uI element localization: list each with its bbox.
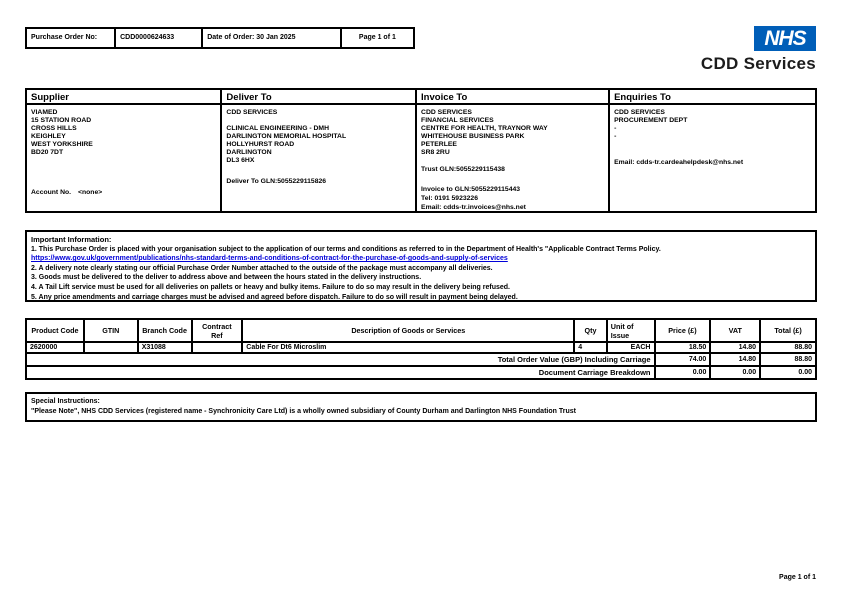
deliver-to-title: Deliver To [222, 90, 416, 105]
item-qty: 4 [573, 341, 608, 354]
carriage-price: 0.00 [653, 365, 712, 380]
col-branch-code: Branch Code [136, 318, 193, 343]
item-vat: 14.80 [709, 341, 762, 354]
nhs-logo: NHS [754, 26, 816, 51]
special-instructions-title: Special Instructions: [31, 398, 100, 405]
invoice-gln: Invoice to GLN:5055229115443 [421, 186, 521, 193]
terms-line-3: 3. Goods must be delivered to the delive… [31, 274, 422, 282]
carriage-total: 0.00 [759, 365, 817, 380]
enquiries-to-panel: Enquiries To CDD SERVICES PROCUREMENT DE… [610, 90, 815, 211]
account-number-label: Account No. [31, 189, 72, 196]
order-total-price: 74.00 [653, 352, 712, 367]
supplier-line: KEIGHLEY [31, 133, 66, 140]
deliver-to-line: HOLLYHURST ROAD [226, 141, 295, 148]
supplier-address: VIAMED 15 STATION ROAD CROSS HILLS KEIGH… [27, 105, 220, 211]
deliver-to-gln: Deliver To GLN:5055229115826 [226, 178, 327, 185]
invoice-to-line: FINANCIAL SERVICES [421, 117, 494, 124]
deliver-to-line: CLINICAL ENGINEERING - DMH [226, 125, 330, 132]
blank-line [226, 117, 411, 125]
item-branch-code: X31088 [136, 341, 193, 354]
special-instructions-text: "Please Note", NHS CDD Services (registe… [31, 407, 576, 415]
supplier-line: 15 STATION ROAD [31, 117, 92, 124]
invoice-to-line: CENTRE FOR HEALTH, TRAYNOR WAY [421, 125, 548, 132]
item-price: 18.50 [653, 341, 712, 354]
item-description: Cable For Dt6 Microslim [241, 341, 576, 354]
po-number-label: Purchase Order No: [27, 29, 117, 47]
trust-gln: Trust GLN:5055229115438 [421, 166, 505, 173]
enquiries-to-title: Enquiries To [610, 90, 815, 105]
order-total-row: Total Order Value (GBP) Including Carria… [25, 352, 817, 367]
order-items-table: Product Code GTIN Branch Code Contract R… [25, 318, 817, 380]
invoice-to-address: CDD SERVICES FINANCIAL SERVICES CENTRE F… [417, 105, 608, 211]
carriage-label: Document Carriage Breakdown [25, 365, 656, 380]
invoice-email: Email: cdds-tr.invoices@nhs.net [421, 204, 526, 211]
special-instructions-box: Special Instructions: "Please Note", NHS… [25, 392, 817, 422]
item-product-code: 2620000 [25, 341, 85, 354]
supplier-line: BD20 7DT [31, 149, 64, 156]
invoice-to-line: WHITEHOUSE BUSINESS PARK [421, 133, 525, 140]
invoice-to-line: PETERLEE [421, 141, 457, 148]
invoice-to-line: SR8 2RU [421, 149, 450, 156]
item-row: 2620000 X31088 Cable For Dt6 Microslim 4… [25, 341, 817, 354]
enquiries-line: CDD SERVICES [614, 109, 665, 116]
enquiries-line: - [614, 125, 617, 132]
order-total-vat: 14.80 [709, 352, 762, 367]
brand-block: NHS CDD Services [701, 26, 816, 74]
important-information-box: Important Information: 1. This Purchase … [25, 230, 817, 302]
terms-line-1: 1. This Purchase Order is placed with yo… [31, 245, 661, 253]
account-number-value: <none> [78, 189, 103, 196]
address-panels: Supplier VIAMED 15 STATION ROAD CROSS HI… [25, 88, 817, 213]
carriage-row: Document Carriage Breakdown 0.00 0.00 0.… [25, 365, 817, 380]
enquiries-email: Email: cdds-tr.cardeahelpdesk@nhs.net [614, 159, 744, 166]
invoice-to-panel: Invoice To CDD SERVICES FINANCIAL SERVIC… [417, 90, 611, 211]
page-footer: Page 1 of 1 [779, 574, 816, 581]
invoice-tel: Tel: 0191 5923226 [421, 195, 478, 202]
col-qty: Qty [573, 318, 608, 343]
carriage-vat: 0.00 [709, 365, 762, 380]
terms-line-4: 4. A Tail Lift service must be used for … [31, 283, 510, 291]
invoice-to-line: CDD SERVICES [421, 109, 472, 116]
deliver-to-line: DL3 6HX [226, 157, 255, 164]
col-product-code: Product Code [25, 318, 85, 343]
page-indicator: Page 1 of 1 [358, 34, 396, 41]
po-number-value: CDD0000624633 [116, 29, 204, 47]
terms-line-2: 2. A delivery note clearly stating our o… [31, 264, 493, 272]
enquiries-line: PROCUREMENT DEPT [614, 117, 688, 124]
item-unit: EACH [605, 341, 656, 354]
invoice-to-title: Invoice To [417, 90, 609, 105]
items-header-row: Product Code GTIN Branch Code Contract R… [25, 318, 817, 343]
col-unit-of-issue: Unit of Issue [605, 318, 656, 343]
item-total: 88.80 [759, 341, 817, 354]
terms-line-5: 5. Any price amendments and carriage cha… [31, 293, 518, 301]
supplier-line: WEST YORKSHIRE [31, 141, 93, 148]
enquiries-line: - [614, 133, 617, 140]
org-name: CDD Services [700, 54, 816, 73]
supplier-title: Supplier [27, 90, 221, 105]
col-total: Total (£) [759, 318, 817, 343]
item-gtin [82, 341, 139, 354]
supplier-line: CROSS HILLS [31, 125, 77, 132]
important-information-title: Important Information: [31, 235, 112, 244]
supplier-account-row: Account No. <none> [31, 189, 216, 197]
supplier-panel: Supplier VIAMED 15 STATION ROAD CROSS HI… [27, 90, 223, 211]
col-description: Description of Goods or Services [241, 318, 576, 343]
order-total-amount: 88.80 [759, 352, 817, 367]
terms-url-link[interactable]: https://www.gov.uk/government/publicatio… [31, 255, 508, 263]
col-vat: VAT [709, 318, 762, 343]
col-contract-ref: Contract Ref [190, 318, 244, 343]
deliver-to-line: DARLINGTON MEMORIAL HOSPITAL [226, 133, 347, 140]
deliver-to-panel: Deliver To CDD SERVICES CLINICAL ENGINEE… [222, 90, 418, 211]
po-meta-bar: Purchase Order No: CDD0000624633 Date of… [25, 27, 415, 49]
order-date: Date of Order: 30 Jan 2025 [203, 29, 342, 47]
enquiries-to-address: CDD SERVICES PROCUREMENT DEPT - - Email:… [610, 105, 815, 211]
supplier-line: VIAMED [31, 109, 58, 116]
deliver-to-address: CDD SERVICES CLINICAL ENGINEERING - DMH … [222, 105, 415, 211]
order-total-label: Total Order Value (GBP) Including Carria… [25, 352, 656, 367]
deliver-to-line: DARLINGTON [226, 149, 272, 156]
deliver-to-org: CDD SERVICES [226, 109, 278, 116]
col-price: Price (£) [653, 318, 712, 343]
item-contract-ref [190, 341, 244, 354]
col-gtin: GTIN [82, 318, 139, 343]
